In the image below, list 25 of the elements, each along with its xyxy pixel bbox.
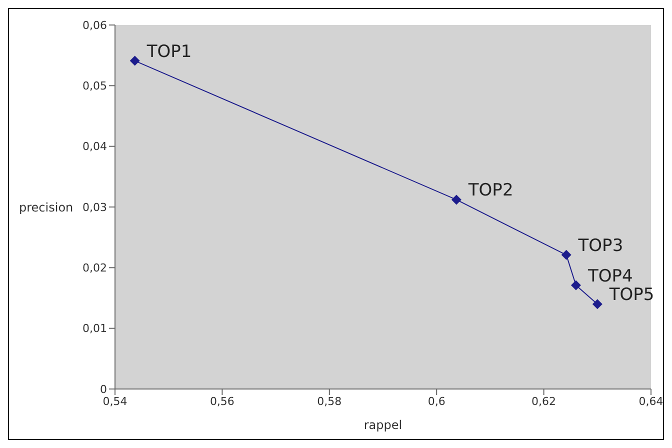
point — [570, 280, 581, 290]
annotation: TOP3 — [577, 236, 624, 256]
x-axis-title: rappel — [364, 418, 402, 432]
point — [561, 250, 572, 260]
x-tick-label: 0,64 — [638, 394, 664, 408]
y-tick-label: 0,02 — [82, 262, 107, 275]
y-tick-label: 0,04 — [82, 140, 107, 154]
annotation: TOP2 — [467, 180, 514, 201]
y-tick-label: 0,05 — [82, 80, 107, 93]
y-tick-label: 0,06 — [82, 18, 107, 32]
y-tick-label: 0,01 — [82, 322, 107, 336]
y-axis-title: precision — [19, 200, 74, 214]
annotation: TOP5 — [608, 285, 654, 306]
point — [592, 299, 602, 310]
x-tick-label: 0,54 — [102, 394, 128, 408]
y-tick-label: 0,03 — [82, 200, 107, 214]
annotation: TOP1 — [146, 42, 192, 62]
annotation: TOP4 — [586, 266, 633, 286]
point — [130, 56, 140, 66]
x-tick-label: 0,62 — [532, 394, 556, 408]
y-tick-label: 0 — [100, 382, 107, 396]
x-tick-label: 0,6 — [428, 394, 446, 408]
x-tick-label: 0,58 — [317, 394, 342, 408]
point — [451, 194, 462, 205]
x-tick-label: 0,56 — [210, 394, 234, 408]
